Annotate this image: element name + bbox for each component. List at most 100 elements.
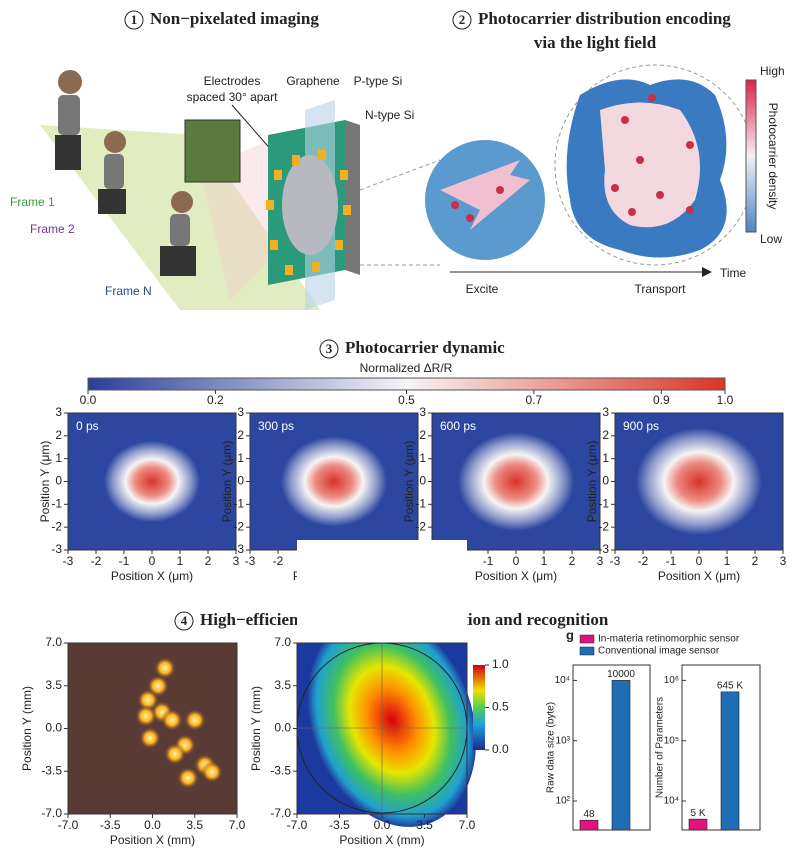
x-tick-label: -3.5	[329, 818, 350, 832]
colorbar-tick-label: 0.5	[398, 393, 415, 407]
x-tick-label: 1	[177, 554, 184, 568]
y-tick-label: 10⁴	[664, 796, 679, 807]
colorbar-tick-label: 1.0	[717, 393, 734, 407]
panel-title: Non−pixelated imaging	[150, 9, 319, 28]
y-tick-label: 0	[237, 474, 244, 488]
y-tick-label: -7.0	[270, 806, 291, 820]
y-tick-label: -2	[415, 519, 426, 533]
density-colorbar	[745, 79, 757, 233]
axes-frame	[572, 664, 651, 831]
x-tick-label: -2	[91, 554, 102, 568]
colorbar-label: High	[760, 64, 785, 78]
y-tick-label: 10²	[556, 796, 571, 807]
y-tick-label: 3	[602, 405, 609, 419]
y-tick-label: 0	[602, 474, 609, 488]
bar	[579, 819, 599, 831]
y-tick-label: 1	[419, 451, 426, 465]
y-tick-label: 10⁵	[664, 735, 679, 746]
y-tick-label: -1	[233, 497, 244, 511]
spot	[164, 743, 186, 765]
panel-number: 1	[131, 12, 138, 27]
y-tick-label: 7.0	[45, 635, 62, 649]
y-tick-label: 10⁴	[555, 675, 570, 686]
x-tick-label: 1	[724, 554, 731, 568]
transport-core	[600, 102, 700, 228]
time-label: 600 ps	[440, 419, 476, 433]
time-label: 900 ps	[623, 419, 659, 433]
bar	[611, 680, 631, 831]
x-tick-label: 2	[205, 554, 212, 568]
x-tick-label: 7.0	[459, 818, 476, 832]
legend-swatch	[579, 634, 595, 644]
y-tick-label: -3	[233, 542, 244, 556]
y-tick-label: 3	[237, 405, 244, 419]
field	[307, 613, 477, 827]
x-axis-label: Position X (μm)	[658, 569, 740, 583]
panel-number: 3	[326, 341, 333, 356]
x-tick-label: -2	[638, 554, 649, 568]
label: Electrodes	[204, 74, 261, 88]
heatmap-spot	[281, 436, 387, 527]
spot	[135, 705, 157, 727]
y-tick-label: -1	[598, 497, 609, 511]
x-tick-label: -1	[666, 554, 677, 568]
y-tick-label: 2	[419, 428, 426, 442]
colorbar-tick-label: 0.9	[653, 393, 670, 407]
spot	[139, 727, 161, 749]
y-tick-label: -2	[598, 519, 609, 533]
number-circle	[452, 10, 472, 30]
panel-title: Photocarrier dynamic	[345, 338, 505, 357]
label: Graphene	[286, 74, 340, 88]
axis-label: Transport	[635, 282, 687, 296]
heatmap-spot	[104, 440, 200, 523]
y-tick-label: 10⁶	[664, 675, 679, 686]
excite-streaks	[440, 160, 530, 230]
x-tick-label: 3	[597, 554, 604, 568]
x-tick-label: -3.5	[100, 818, 121, 832]
y-tick-label: 3	[419, 405, 426, 419]
y-tick-label: -2	[51, 519, 62, 533]
colorbar-label: Low	[760, 232, 782, 246]
y-tick-label: 1	[55, 451, 62, 465]
y-axis-label: Position Y (mm)	[20, 686, 34, 771]
x-tick-label: 3.5	[186, 818, 203, 832]
x-tick-label: 2	[752, 554, 759, 568]
spot	[177, 767, 199, 789]
y-axis-label: Position Y (μm)	[220, 441, 234, 523]
colorbar	[473, 665, 485, 750]
x-axis-label: Position X (mm)	[110, 833, 195, 847]
colorbar-tick-label: 0.0	[492, 742, 509, 756]
heatmap-spot	[636, 427, 762, 536]
x-tick-label: -3	[63, 554, 74, 568]
x-axis-label: Position X (μm)	[475, 569, 557, 583]
x-tick-label: 0.0	[374, 818, 391, 832]
x-axis-label: Position X (mm)	[339, 833, 424, 847]
bar	[688, 818, 708, 831]
x-tick-label: -2	[273, 554, 284, 568]
x-tick-label: 2	[569, 554, 576, 568]
x-tick-label: 3	[233, 554, 240, 568]
y-tick-label: 1	[237, 451, 244, 465]
x-tick-label: -1	[483, 554, 494, 568]
value-label: 10000	[607, 669, 635, 680]
x-tick-label: -3	[245, 554, 256, 568]
y-axis-label: Number of Parameters	[655, 697, 666, 798]
mask	[297, 540, 467, 643]
x-tick-label: 0	[149, 554, 156, 568]
si-side	[345, 120, 360, 275]
panel-number: 4	[181, 613, 188, 628]
value-label: 48	[583, 809, 595, 820]
time-label: 0 ps	[76, 419, 99, 433]
heatmap-spot	[458, 432, 574, 531]
spot	[201, 761, 223, 783]
zoom-line	[359, 159, 441, 191]
y-tick-label: 3.5	[45, 678, 62, 692]
electrodes	[266, 150, 351, 275]
number-circle	[124, 10, 144, 30]
colorbar-tick-label: 0.7	[526, 393, 543, 407]
panel-label: g	[566, 627, 574, 642]
spot	[184, 709, 206, 731]
y-axis-label: Position Y (μm)	[38, 441, 52, 523]
colorbar	[87, 377, 726, 391]
x-tick-label: -3	[610, 554, 621, 568]
